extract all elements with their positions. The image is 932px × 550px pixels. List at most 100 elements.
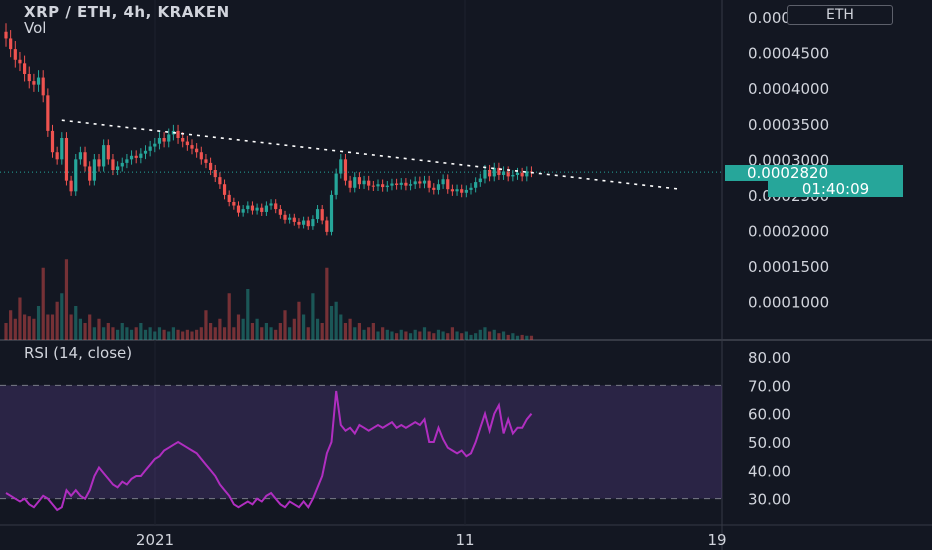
volume-bar [190,331,194,340]
volume-bar [55,301,59,340]
volume-bar [195,329,199,340]
volume-bar [171,327,175,340]
candle-body [320,209,324,221]
candle-body [371,185,375,187]
volume-bar [390,331,394,340]
volume-bar [36,306,41,340]
candlestick-series[interactable] [0,23,722,236]
candle-body [474,182,478,188]
candle-body [404,182,408,186]
price-tick-label: 0.0004000 [748,80,829,98]
volume-bar [204,310,208,340]
volume-bar [525,335,529,340]
volume-bar [32,318,36,340]
volume-bar [18,297,22,340]
volume-bar [176,329,180,340]
volume-bar [106,323,110,340]
volume-bar [157,327,162,340]
candle-body [302,220,306,225]
candle-body [418,181,422,184]
candle-body [464,189,468,193]
volume-bar [315,318,320,340]
symbol-title[interactable]: XRP / ETH, 4h, KRAKEN [24,3,230,21]
volume-bar [478,329,482,340]
candle-body [246,205,250,210]
price-tick-label: 0.0001500 [748,258,829,276]
volume-bar [325,267,329,340]
candle-body [469,187,473,190]
candle-body [306,220,310,227]
volume-bar [78,318,82,340]
time-axis[interactable]: 2021 11 19 [136,531,727,549]
rsi-tick-label: 50.00 [748,434,791,452]
volume-bar [162,329,166,340]
volume-bar [520,334,524,340]
time-tick-label: 19 [707,531,726,549]
volume-bar [269,327,273,340]
candle-body [520,172,524,177]
volume-bar [134,327,138,340]
volume-bar [404,331,408,340]
candle-body [427,180,431,188]
candle-body [60,138,64,160]
rsi-tick-label: 70.00 [748,377,791,395]
candle-body [23,63,27,74]
currency-badge[interactable]: ETH [787,5,893,25]
candle-body [446,179,450,190]
rsi-tick-label: 40.00 [748,462,791,480]
volume-bar [469,334,473,340]
candle-body [381,184,385,188]
volume-bar [427,331,431,340]
candle-body [69,180,73,192]
volume-bar [185,329,189,340]
volume-bar [413,329,417,340]
candle-body [334,173,338,195]
volume-bar [129,329,134,340]
volume-bar [515,335,520,340]
volume-bar [143,329,148,340]
volume-bar [432,333,436,340]
rsi-band [0,384,722,500]
volume-bar [348,318,352,340]
volume-bar [209,323,213,340]
candle-body [27,74,31,82]
candle-body [222,184,227,195]
volume-bar [441,331,445,340]
volume-bar [46,314,50,340]
volume-bar [339,314,343,340]
candle-body [376,184,380,187]
rsi-title[interactable]: RSI (14, close) [24,344,133,362]
candle-body [525,171,529,177]
candle-body [432,187,436,190]
volume-bar [464,331,468,340]
volume-bar [250,323,255,340]
volume-bar [353,327,357,340]
candle-body [395,183,399,185]
price-axis[interactable]: 0.00050000.00045000.00040000.00035000.00… [748,9,829,509]
rsi-series-line [5,390,533,512]
candle-body [32,81,36,85]
candle-body [18,59,22,64]
time-tick-label: 2021 [136,531,174,549]
candle-body [181,138,185,142]
candle-body [176,130,180,138]
candle-body [315,209,320,220]
volume-bar [139,323,143,340]
volume-bar [213,327,217,340]
candle-body [353,177,357,188]
candle-body [497,167,501,175]
volume-bar [408,333,413,340]
volume-bar [422,327,427,340]
volume-bar [488,331,492,340]
volume-bar [222,327,227,340]
volume-bar [241,318,245,340]
candle-body [157,138,162,144]
volume-bar [474,333,478,340]
candle-body [204,159,208,163]
volume-bar [125,327,129,340]
candle-body [329,194,334,232]
volume-bar [278,323,282,340]
candle-body [148,146,152,151]
